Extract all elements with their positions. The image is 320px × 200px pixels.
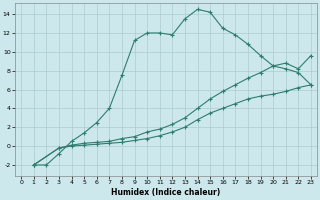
X-axis label: Humidex (Indice chaleur): Humidex (Indice chaleur) [111, 188, 221, 197]
